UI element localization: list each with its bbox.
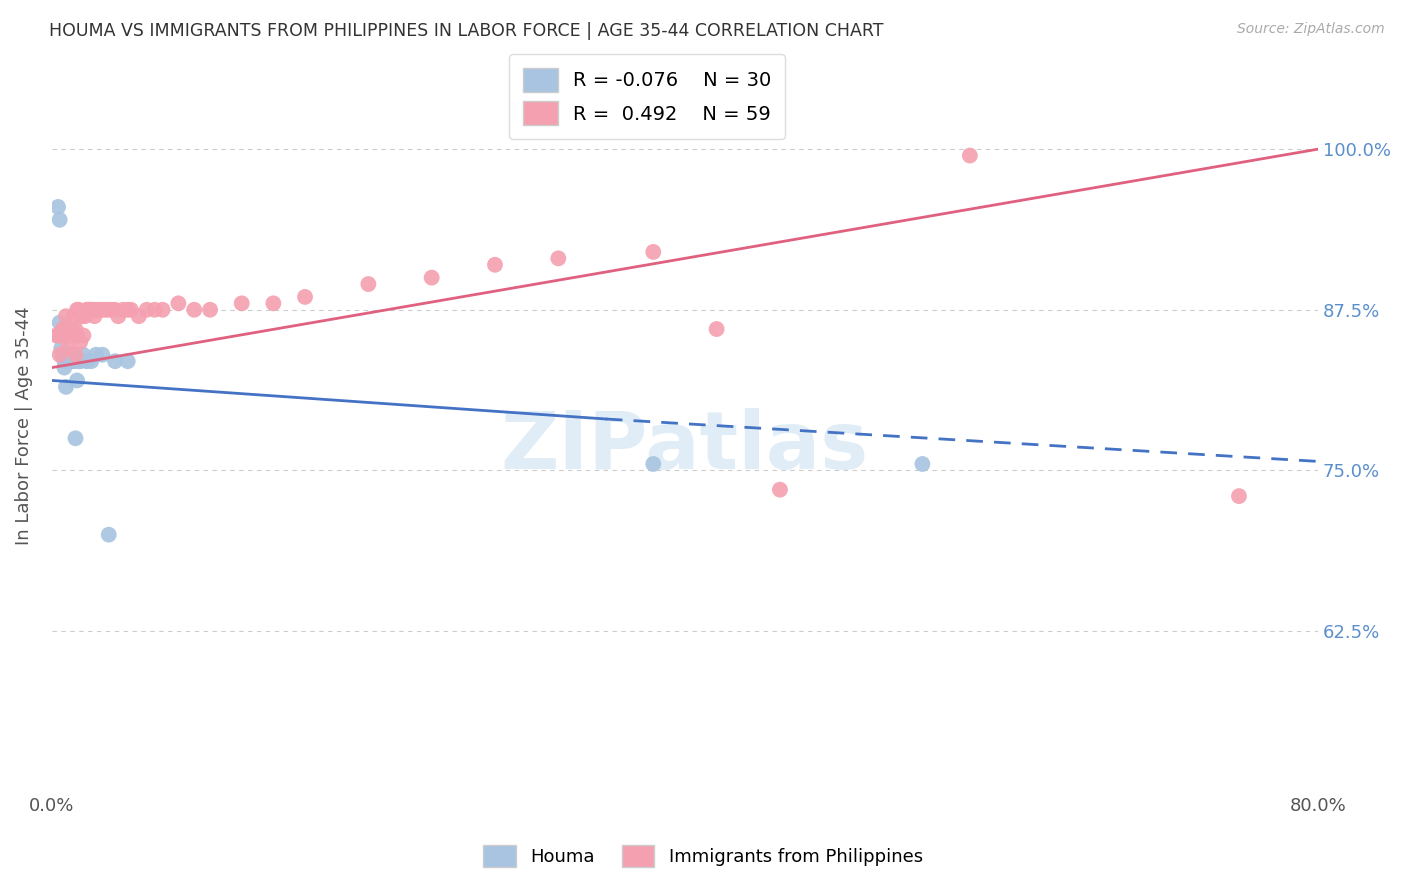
Point [420, 270, 443, 285]
Point [484, 258, 506, 272]
Text: Source: ZipAtlas.com: Source: ZipAtlas.com [1237, 22, 1385, 37]
Point [82, 302, 104, 317]
Point [1227, 489, 1250, 503]
Point [63, 309, 86, 323]
Point [643, 244, 665, 259]
Point [80, 354, 103, 368]
Point [104, 302, 127, 317]
Point [56, 348, 79, 362]
Point [72, 348, 94, 362]
Point [66, 302, 89, 317]
Point [58, 348, 80, 362]
Point [67, 302, 90, 317]
Point [143, 302, 166, 317]
Point [89, 302, 111, 317]
Point [135, 302, 157, 317]
Point [55, 309, 77, 323]
Point [117, 302, 139, 317]
Point [69, 354, 91, 368]
Point [48, 212, 70, 227]
Point [97, 302, 120, 317]
Point [911, 457, 934, 471]
Point [120, 302, 142, 317]
Legend: R = -0.076    N = 30, R =  0.492    N = 59: R = -0.076 N = 30, R = 0.492 N = 59 [509, 54, 785, 138]
Point [59, 322, 82, 336]
Point [52, 348, 75, 362]
Point [67, 354, 90, 368]
Point [65, 348, 87, 362]
Point [48, 348, 70, 362]
Point [56, 354, 79, 368]
Text: HOUMA VS IMMIGRANTS FROM PHILIPPINES IN LABOR FORCE | AGE 35-44 CORRELATION CHAR: HOUMA VS IMMIGRANTS FROM PHILIPPINES IN … [49, 22, 884, 40]
Point [79, 302, 101, 317]
Point [84, 302, 107, 317]
Point [91, 348, 114, 362]
Point [77, 302, 100, 317]
Point [56, 341, 79, 355]
Point [45, 328, 67, 343]
Point [70, 309, 93, 323]
Point [60, 322, 83, 336]
Point [769, 483, 792, 497]
Legend: Houma, Immigrants from Philippines: Houma, Immigrants from Philippines [477, 838, 929, 874]
Point [262, 296, 284, 310]
Point [51, 328, 73, 343]
Point [52, 348, 75, 362]
Point [46, 200, 69, 214]
Point [55, 380, 77, 394]
Point [107, 309, 129, 323]
Point [48, 316, 70, 330]
Point [73, 309, 96, 323]
Point [65, 431, 87, 445]
Y-axis label: In Labor Force | Age 35-44: In Labor Force | Age 35-44 [15, 306, 32, 545]
Point [547, 252, 569, 266]
Point [58, 322, 80, 336]
Point [76, 354, 98, 368]
Point [357, 277, 380, 291]
Point [117, 354, 139, 368]
Point [128, 309, 150, 323]
Point [83, 309, 105, 323]
Point [231, 296, 253, 310]
Text: ZIPatlas: ZIPatlas [501, 409, 869, 486]
Point [94, 302, 117, 317]
Point [53, 354, 76, 368]
Point [183, 302, 205, 317]
Point [55, 348, 77, 362]
Point [65, 322, 87, 336]
Point [76, 302, 98, 317]
Point [53, 360, 76, 375]
Point [46, 328, 69, 343]
Point [198, 302, 221, 317]
Point [101, 302, 124, 317]
Point [66, 374, 89, 388]
Point [63, 354, 86, 368]
Point [66, 328, 89, 343]
Point [80, 302, 103, 317]
Point [84, 348, 107, 362]
Point [60, 354, 83, 368]
Point [53, 322, 76, 336]
Point [69, 334, 91, 349]
Point [51, 341, 73, 355]
Point [643, 457, 665, 471]
Point [72, 328, 94, 343]
Point [706, 322, 728, 336]
Point [52, 322, 75, 336]
Point [959, 148, 981, 162]
Point [91, 302, 114, 317]
Point [104, 354, 127, 368]
Point [111, 302, 134, 317]
Point [152, 302, 174, 317]
Point [52, 328, 75, 343]
Point [294, 290, 316, 304]
Point [97, 527, 120, 541]
Point [56, 328, 79, 343]
Point [167, 296, 190, 310]
Point [59, 348, 82, 362]
